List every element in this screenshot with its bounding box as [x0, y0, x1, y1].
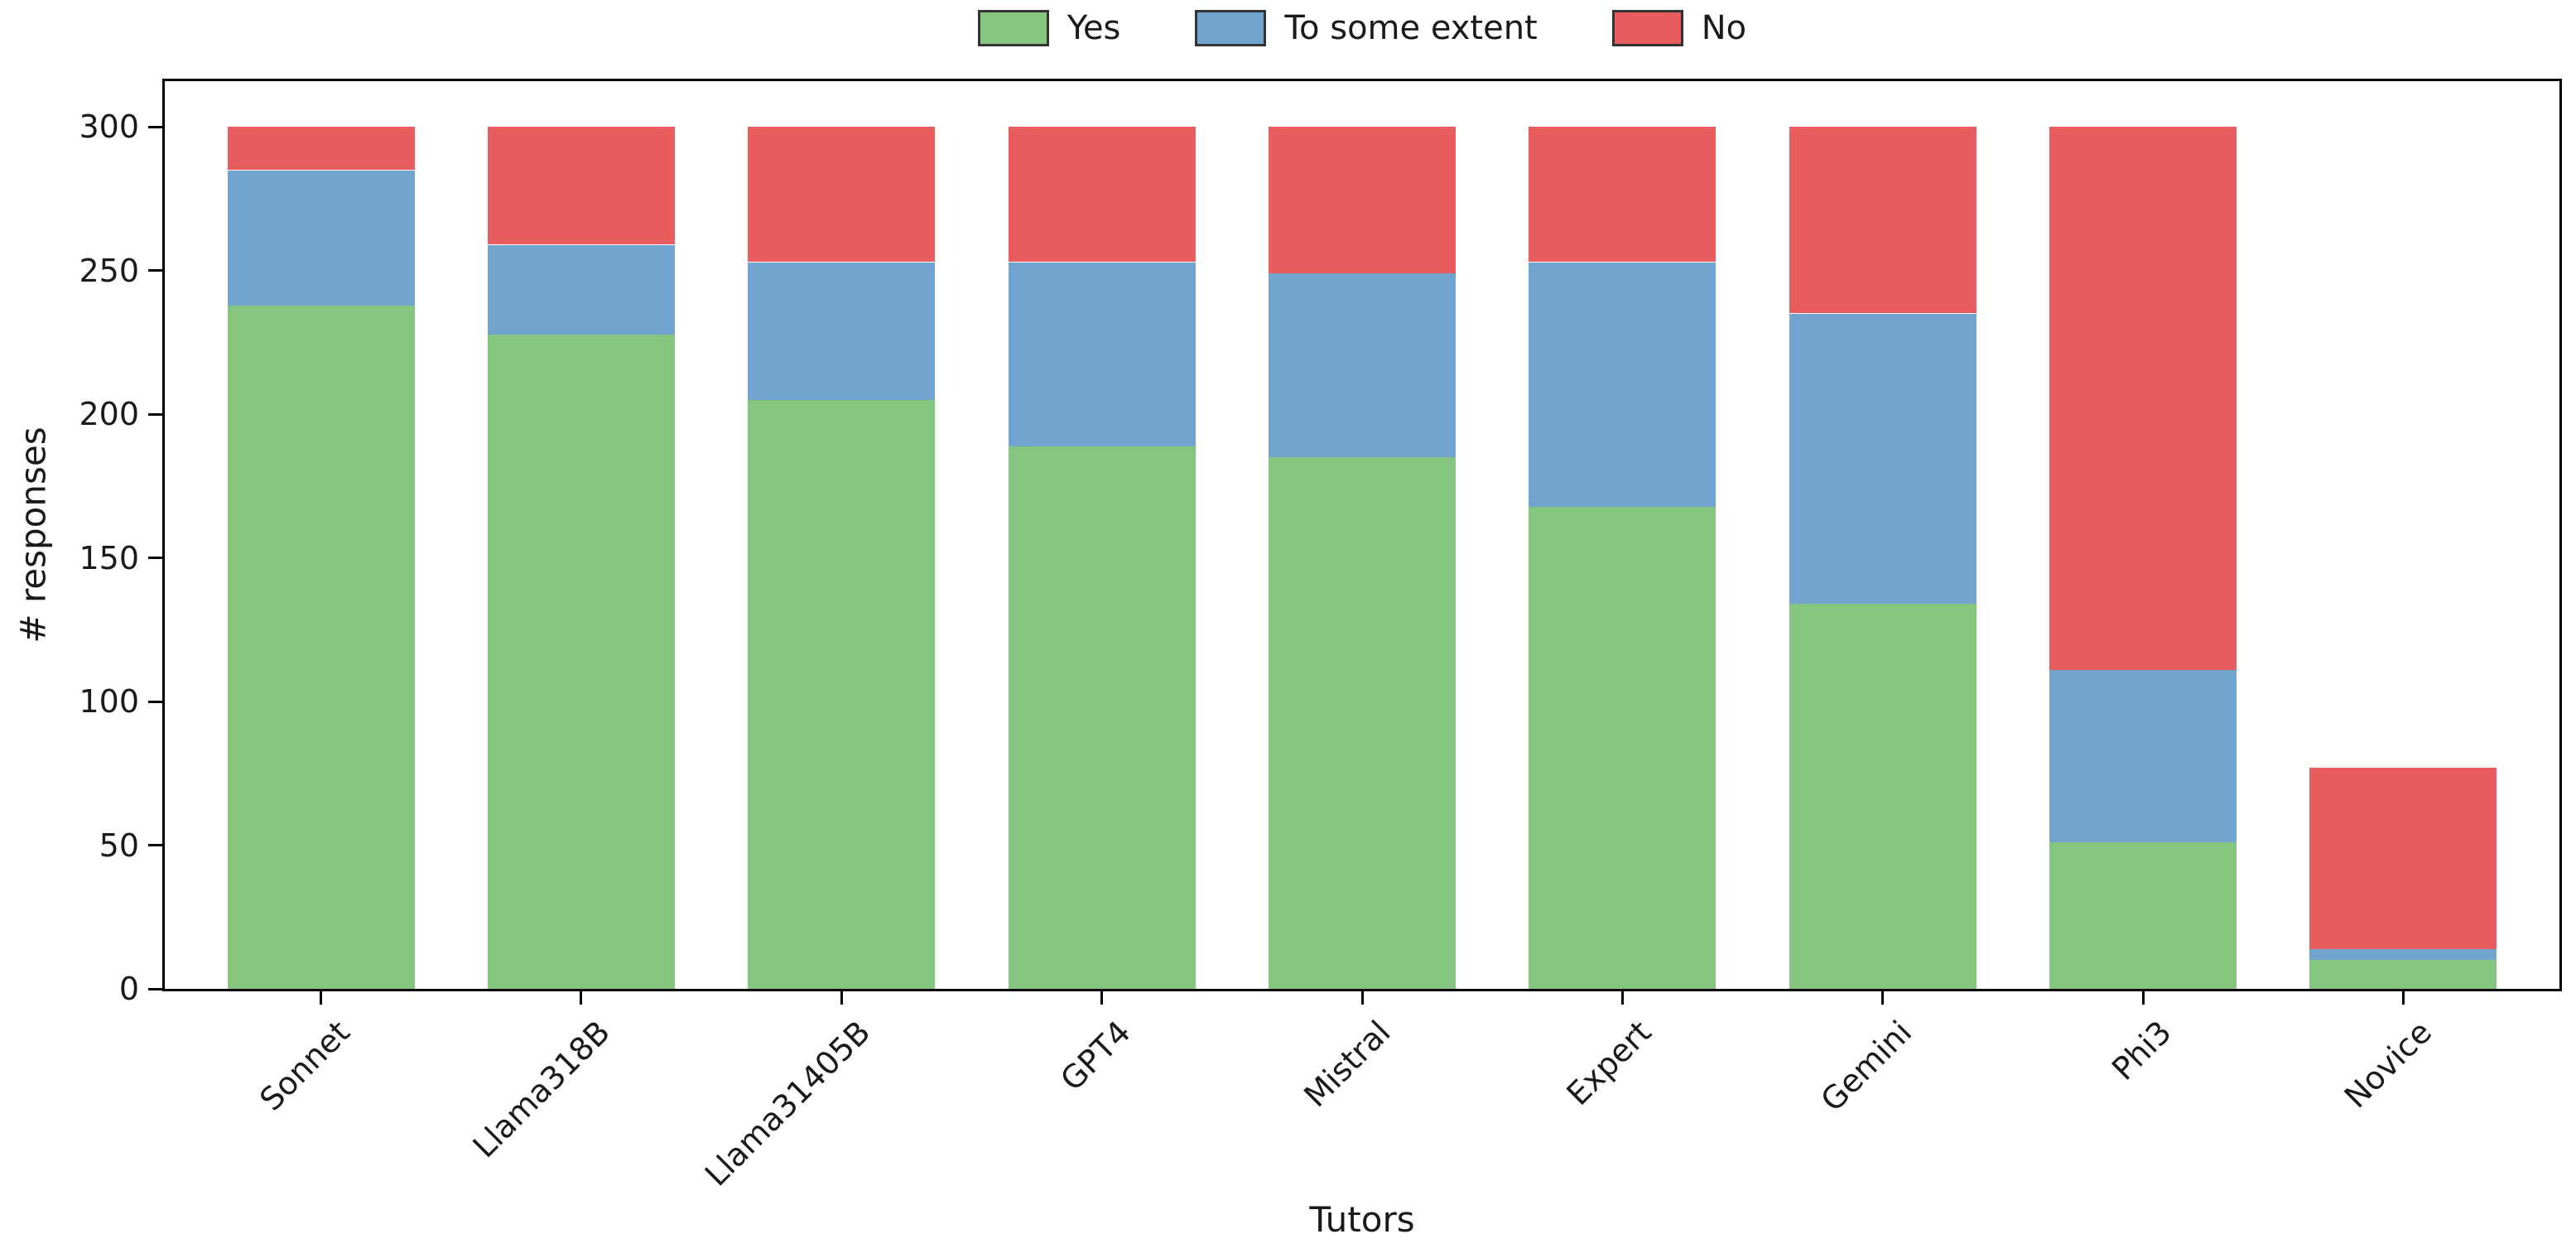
- y-axis-label: # responses: [12, 427, 54, 643]
- x-tick-label-sonnet: Sonnet: [252, 1014, 357, 1118]
- x-tick-label-novice: Novice: [2338, 1014, 2439, 1116]
- bar-segment-llama318b-yes: [488, 334, 675, 989]
- y-tick-label: 0: [118, 971, 139, 1007]
- x-axis-label: Tutors: [1309, 1199, 1415, 1240]
- y-tick-label: 50: [99, 827, 139, 864]
- bar-segment-gemini-to-some-extent: [1789, 314, 1977, 604]
- bar-segment-expert-to-some-extent: [1529, 263, 1716, 507]
- x-tick-mark: [840, 991, 843, 1005]
- bar-segment-expert-no: [1529, 127, 1716, 262]
- y-tick-label: 100: [79, 683, 139, 721]
- bar-segment-sonnet-no: [228, 127, 415, 170]
- y-tick-mark: [148, 412, 162, 416]
- x-tick-mark: [1100, 991, 1104, 1005]
- bar-segment-phi3-yes: [2049, 842, 2237, 989]
- y-tick-label: 250: [79, 252, 139, 289]
- legend-swatch-icon: [977, 10, 1049, 46]
- bar-segment-gemini-yes: [1789, 604, 1977, 989]
- bar-segment-gpt4-no: [1009, 127, 1196, 262]
- legend-item-no: No: [1611, 8, 1747, 48]
- x-tick-label-mistral: Mistral: [1297, 1014, 1399, 1115]
- x-tick-mark: [1360, 991, 1364, 1005]
- plot-area: 0 50 100 150 200 250 300 Sonnet Llama318B Llama31…: [79, 79, 2562, 1193]
- y-tick-label: 150: [79, 539, 139, 576]
- legend-label: Yes: [1067, 9, 1121, 47]
- legend-swatch-icon: [1611, 10, 1683, 46]
- x-tick-label-llama318b: Llama318B: [465, 1014, 618, 1165]
- bar-segment-llama31405b-no: [748, 127, 935, 262]
- x-tick-label-llama31405b: Llama31405B: [697, 1014, 878, 1193]
- x-tick-label-gpt4: GPT4: [1053, 1014, 1138, 1098]
- bar-segment-novice-no: [2309, 768, 2497, 949]
- x-tick-mark: [2141, 991, 2145, 1005]
- bar-segment-mistral-no: [1269, 127, 1456, 273]
- x-tick-label-expert: Expert: [1559, 1014, 1659, 1113]
- bar-segment-sonnet-yes: [228, 306, 415, 989]
- y-tick-mark: [148, 987, 162, 990]
- bar-segment-llama31405b-yes: [748, 400, 935, 989]
- legend-label: To some extent: [1284, 9, 1538, 47]
- legend: Yes To some extent No: [162, 8, 2562, 48]
- x-tick-label-phi3: Phi3: [2105, 1014, 2179, 1087]
- legend-label: No: [1701, 9, 1747, 47]
- legend-item-to-some-extent: To some extent: [1195, 8, 1538, 48]
- bar-segment-llama31405b-to-some-extent: [748, 263, 935, 400]
- x-tick-mark: [1620, 991, 1624, 1005]
- y-tick-label: 300: [79, 108, 139, 146]
- bar-segment-llama318b-to-some-extent: [488, 245, 675, 335]
- y-tick-mark: [148, 557, 162, 560]
- legend-item-yes: Yes: [977, 8, 1121, 48]
- bar-segment-sonnet-to-some-extent: [228, 171, 415, 306]
- bar-segment-mistral-to-some-extent: [1269, 273, 1456, 457]
- bar-segment-gemini-no: [1789, 127, 1977, 313]
- x-tick-mark: [1881, 991, 1885, 1005]
- y-tick-mark: [148, 700, 162, 703]
- y-tick-mark: [148, 269, 162, 272]
- bar-segment-phi3-to-some-extent: [2049, 670, 2237, 842]
- x-tick-mark: [2401, 991, 2405, 1005]
- x-tick-label-gemini: Gemini: [1813, 1014, 1919, 1119]
- legend-swatch-icon: [1195, 10, 1267, 46]
- bar-segment-novice-yes: [2309, 960, 2497, 989]
- bar-segment-novice-to-some-extent: [2309, 948, 2497, 960]
- y-tick-label: 200: [79, 396, 139, 433]
- y-tick-mark: [148, 844, 162, 847]
- x-tick-mark: [580, 991, 583, 1005]
- bar-segment-gpt4-to-some-extent: [1009, 263, 1196, 446]
- bar-segment-phi3-no: [2049, 127, 2237, 670]
- x-tick-mark: [320, 991, 323, 1005]
- bar-segment-gpt4-yes: [1009, 446, 1196, 989]
- y-tick-mark: [148, 125, 162, 128]
- bar-segment-mistral-yes: [1269, 457, 1456, 989]
- bar-segment-llama318b-no: [488, 127, 675, 244]
- bar-segment-expert-yes: [1529, 506, 1716, 989]
